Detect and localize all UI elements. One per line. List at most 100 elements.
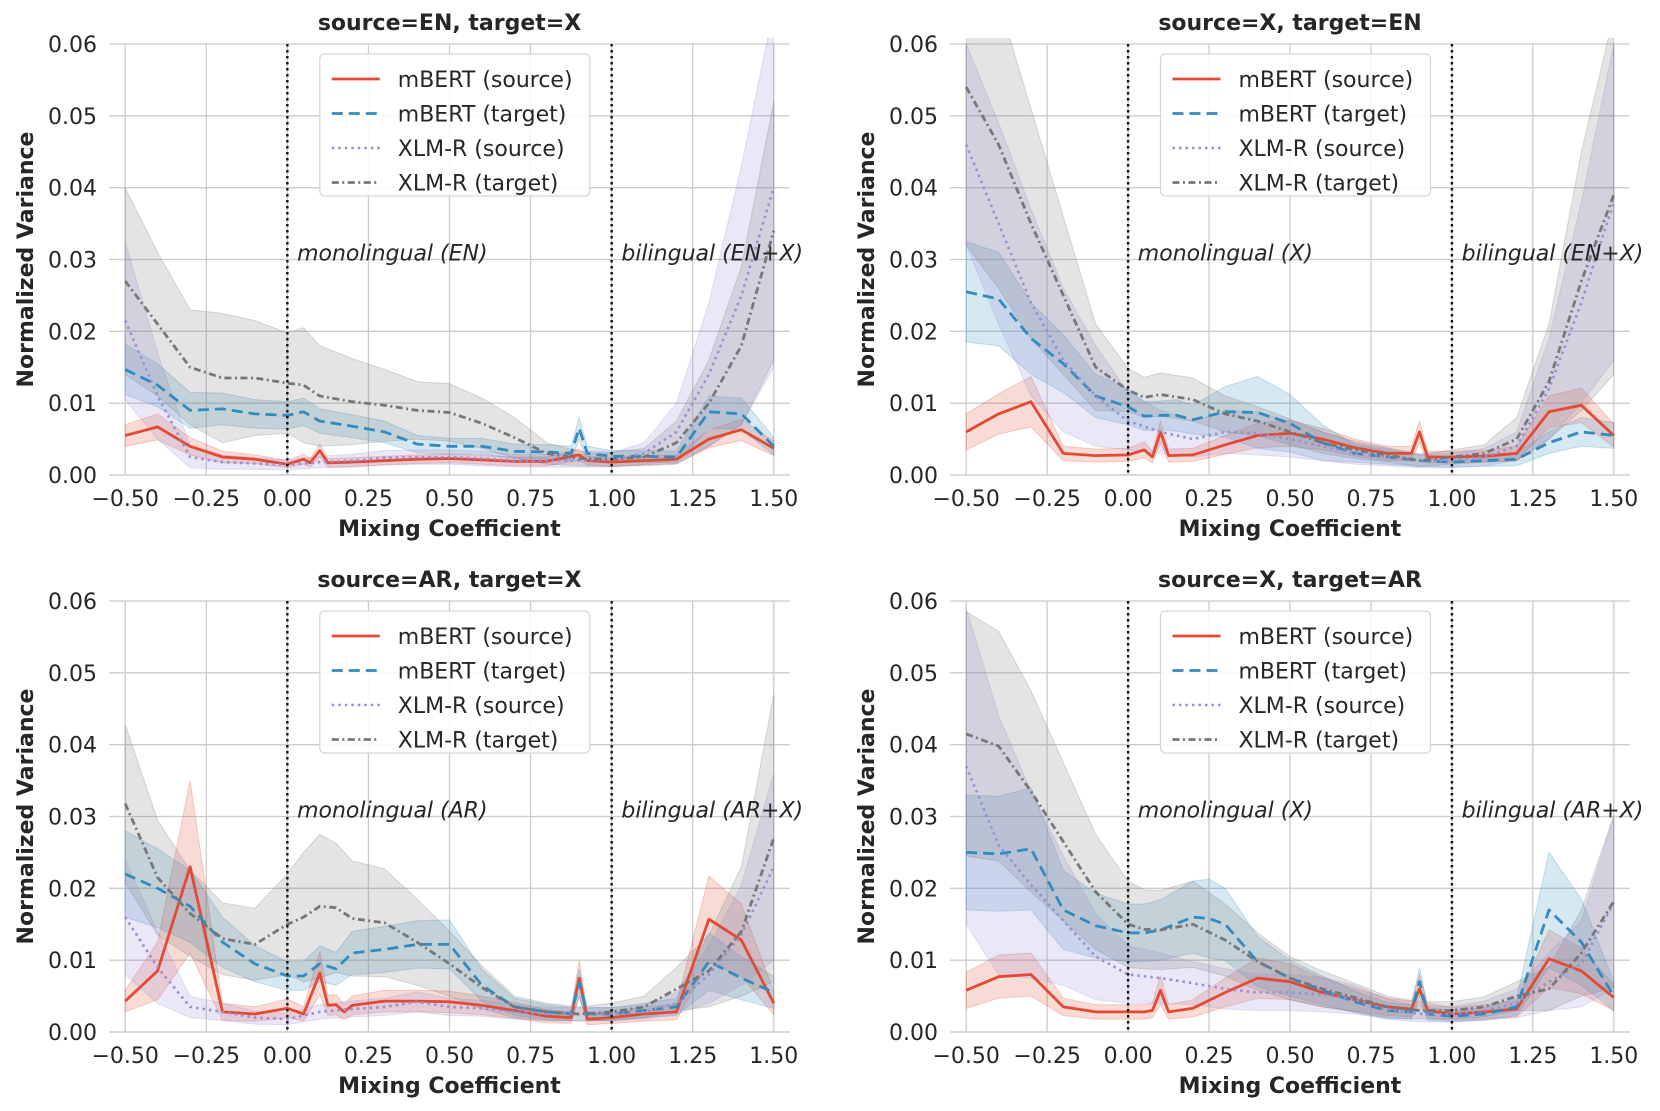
y-tick-label: 0.04	[48, 177, 97, 202]
y-tick-label: 0.01	[48, 392, 97, 417]
x-tick-label: 0.25	[1185, 1044, 1234, 1069]
series-band	[124, 773, 775, 1026]
chart-title: source=X, target=AR	[1158, 568, 1422, 593]
x-tick-label: 0.75	[1346, 1044, 1395, 1069]
legend-label: XLM-R (source)	[398, 137, 565, 162]
chart-panel-2: 0.00 0.01 0.02 0.03 0.04 0.05 0.06 −0.50 −0.25 0.…	[855, 11, 1643, 542]
x-tick-label: 1.25	[1508, 1044, 1557, 1069]
y-tick-label: 0.06	[48, 33, 97, 58]
x-tick-label: 1.50	[749, 487, 798, 512]
series-line	[124, 368, 775, 459]
annotation-text: bilingual (AR+X)	[621, 798, 803, 823]
y-tick-label: 0.02	[48, 877, 97, 902]
x-tick-label: 1.00	[587, 1044, 636, 1069]
legend-box	[1159, 53, 1432, 197]
x-tick-label: 0.50	[1266, 1044, 1315, 1069]
chart-title: source=X, target=EN	[1158, 11, 1421, 36]
legend: mBERT (source) mBERT (target) XLM-R (sourc…	[319, 610, 591, 754]
y-axis-label: Normalized Variance	[855, 689, 880, 945]
legend-box	[1159, 610, 1432, 754]
x-tick-label: −0.50	[932, 487, 999, 512]
series-line	[964, 86, 1616, 462]
legend-label: XLM-R (target)	[1238, 172, 1399, 197]
y-tick-label: 0.05	[889, 662, 938, 687]
y-tick-label: 0.02	[889, 877, 938, 902]
x-tick-label: 0.00	[1104, 487, 1153, 512]
x-tick-label: 0.50	[1266, 487, 1315, 512]
x-tick-label: −0.50	[932, 1044, 999, 1069]
y-tick-label: 0.02	[48, 320, 97, 345]
y-tick-label: 0.06	[48, 590, 97, 615]
x-axis-label: Mixing Coefficient	[1179, 517, 1402, 542]
legend-label: XLM-R (target)	[398, 729, 559, 754]
legend-label: mBERT (source)	[398, 625, 573, 650]
legend-label: mBERT (source)	[1238, 625, 1413, 650]
x-tick-label: 0.50	[425, 1044, 474, 1069]
x-tick-label: 0.50	[425, 487, 474, 512]
series-line	[124, 872, 775, 1016]
series-band	[124, 38, 775, 471]
y-tick-label: 0.01	[889, 949, 938, 974]
x-tick-label: −0.25	[173, 487, 240, 512]
series-band	[124, 343, 775, 464]
legend-label: mBERT (source)	[1238, 68, 1413, 93]
x-tick-label: 0.25	[344, 487, 393, 512]
annotation-text: monolingual (AR)	[297, 798, 487, 823]
y-tick-label: 0.00	[48, 464, 97, 489]
y-tick-label: 0.01	[48, 949, 97, 974]
y-tick-label: 0.06	[889, 590, 938, 615]
x-tick-label: 1.00	[1427, 487, 1476, 512]
y-tick-label: 0.03	[889, 806, 938, 831]
chart-panel-4: 0.00 0.01 0.02 0.03 0.04 0.05 0.06 −0.50 −0.25 0.…	[855, 568, 1643, 1099]
y-tick-label: 0.05	[48, 662, 97, 687]
x-tick-label: 0.25	[344, 1044, 393, 1069]
x-tick-label: −0.25	[1013, 1044, 1080, 1069]
x-tick-label: 0.00	[263, 1044, 312, 1069]
x-tick-label: −0.25	[173, 1044, 240, 1069]
y-tick-label: 0.00	[889, 1021, 938, 1046]
x-tick-label: 0.00	[263, 487, 312, 512]
y-tick-label: 0.02	[889, 320, 938, 345]
y-axis-label: Normalized Variance	[14, 689, 39, 945]
legend-label: XLM-R (target)	[1238, 729, 1399, 754]
legend: mBERT (source) mBERT (target) XLM-R (sourc…	[319, 53, 591, 197]
x-tick-label: 0.75	[506, 1044, 555, 1069]
x-tick-label: 0.00	[1104, 1044, 1153, 1069]
annotation-text: bilingual (EN+X)	[621, 241, 803, 266]
x-axis-label: Mixing Coefficient	[338, 517, 561, 542]
legend-label: XLM-R (target)	[398, 172, 559, 197]
series-band	[965, 375, 1615, 464]
series-line	[965, 290, 1614, 464]
series-line	[123, 803, 776, 1016]
annotation-text: monolingual (X)	[1138, 241, 1313, 266]
x-tick-label: 1.50	[1589, 487, 1638, 512]
x-tick-label: 1.25	[1508, 487, 1557, 512]
annotation-text: monolingual (EN)	[297, 241, 487, 266]
legend-label: mBERT (target)	[1238, 660, 1407, 685]
y-tick-label: 0.00	[48, 1021, 97, 1046]
series-band	[965, 787, 1615, 1023]
y-axis-label: Normalized Variance	[14, 132, 39, 388]
legend-label: XLM-R (source)	[1238, 694, 1405, 719]
y-tick-label: 0.00	[889, 464, 938, 489]
legend: mBERT (source) mBERT (target) XLM-R (sourc…	[1159, 53, 1432, 197]
x-tick-label: 1.00	[587, 487, 636, 512]
x-axis-label: Mixing Coefficient	[338, 1074, 561, 1099]
legend-label: XLM-R (source)	[398, 694, 565, 719]
legend-label: mBERT (target)	[398, 660, 567, 685]
y-tick-label: 0.04	[889, 177, 938, 202]
x-tick-label: 1.50	[749, 1044, 798, 1069]
chart-panel-1: 0.00 0.01 0.02 0.03 0.04 0.05 0.06 −0.50 −0.25 0.…	[14, 11, 803, 542]
x-tick-label: 0.75	[1346, 487, 1395, 512]
x-tick-label: −0.50	[92, 1044, 159, 1069]
series-band	[965, 610, 1615, 1020]
series-line	[965, 732, 1615, 1012]
series-line	[124, 230, 776, 461]
series-band	[124, 780, 775, 1026]
legend-label: XLM-R (source)	[1238, 137, 1405, 162]
x-tick-label: 0.75	[506, 487, 555, 512]
x-tick-label: −0.25	[1013, 487, 1080, 512]
series-band	[965, 929, 1615, 1022]
chart-panel-3: 0.00 0.01 0.02 0.03 0.04 0.05 0.06 −0.50 −0.25 0.…	[14, 568, 803, 1099]
